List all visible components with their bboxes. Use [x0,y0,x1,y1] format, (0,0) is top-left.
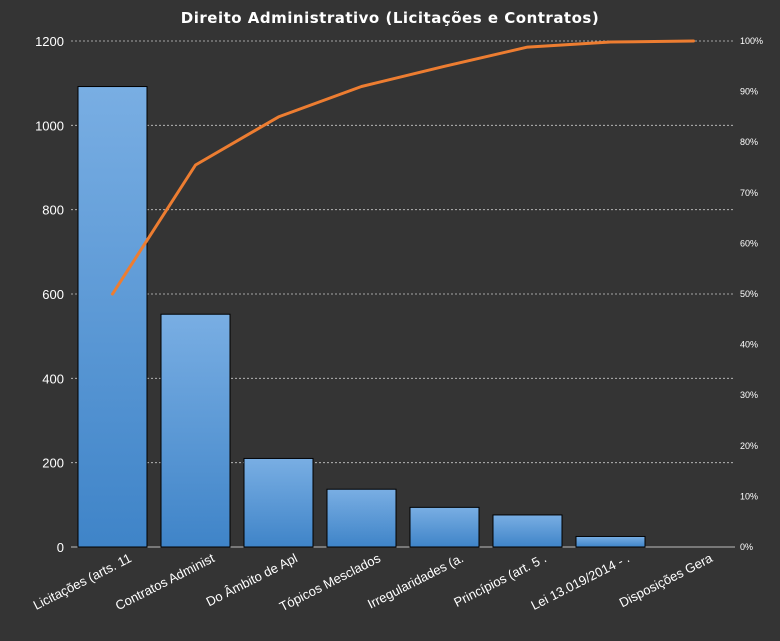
bar [77,86,148,548]
y-tick-label: 200 [42,456,64,471]
y-tick-label: 600 [42,287,64,302]
cumulative-line-series [111,39,695,296]
y-tick-label: 1200 [35,34,64,49]
y-tick-label: 0 [57,540,64,555]
right-axis-ticks: 0% 10% 20% 30% 40% 50% 60% 70% 80% 90% 100% [740,36,763,552]
bar [160,313,231,548]
bar-series [77,86,646,548]
chart-title: Direito Administrativo (Licitações e Con… [181,9,599,27]
bar [409,506,480,548]
y2-tick-label: 50% [740,289,758,299]
left-axis-ticks: 0 200 400 600 800 1000 1200 [35,34,64,555]
y-tick-label: 400 [42,371,64,386]
y-tick-label: 800 [42,203,64,218]
y2-tick-label: 10% [740,491,758,501]
y2-tick-label: 70% [740,188,758,198]
y2-tick-label: 100% [740,36,763,46]
x-category-label: Disposições Gera [617,550,716,610]
bar [575,535,646,548]
cumulative-line [111,39,695,296]
bar [492,514,563,548]
y2-tick-label: 90% [740,87,758,97]
y2-tick-label: 30% [740,390,758,400]
y2-tick-label: 80% [740,137,758,147]
bar [243,457,314,548]
y-tick-label: 1000 [35,118,64,133]
y2-tick-label: 0% [740,542,753,552]
bar [326,488,397,548]
y2-tick-label: 40% [740,340,758,350]
y2-tick-label: 20% [740,441,758,451]
y2-tick-label: 60% [740,238,758,248]
